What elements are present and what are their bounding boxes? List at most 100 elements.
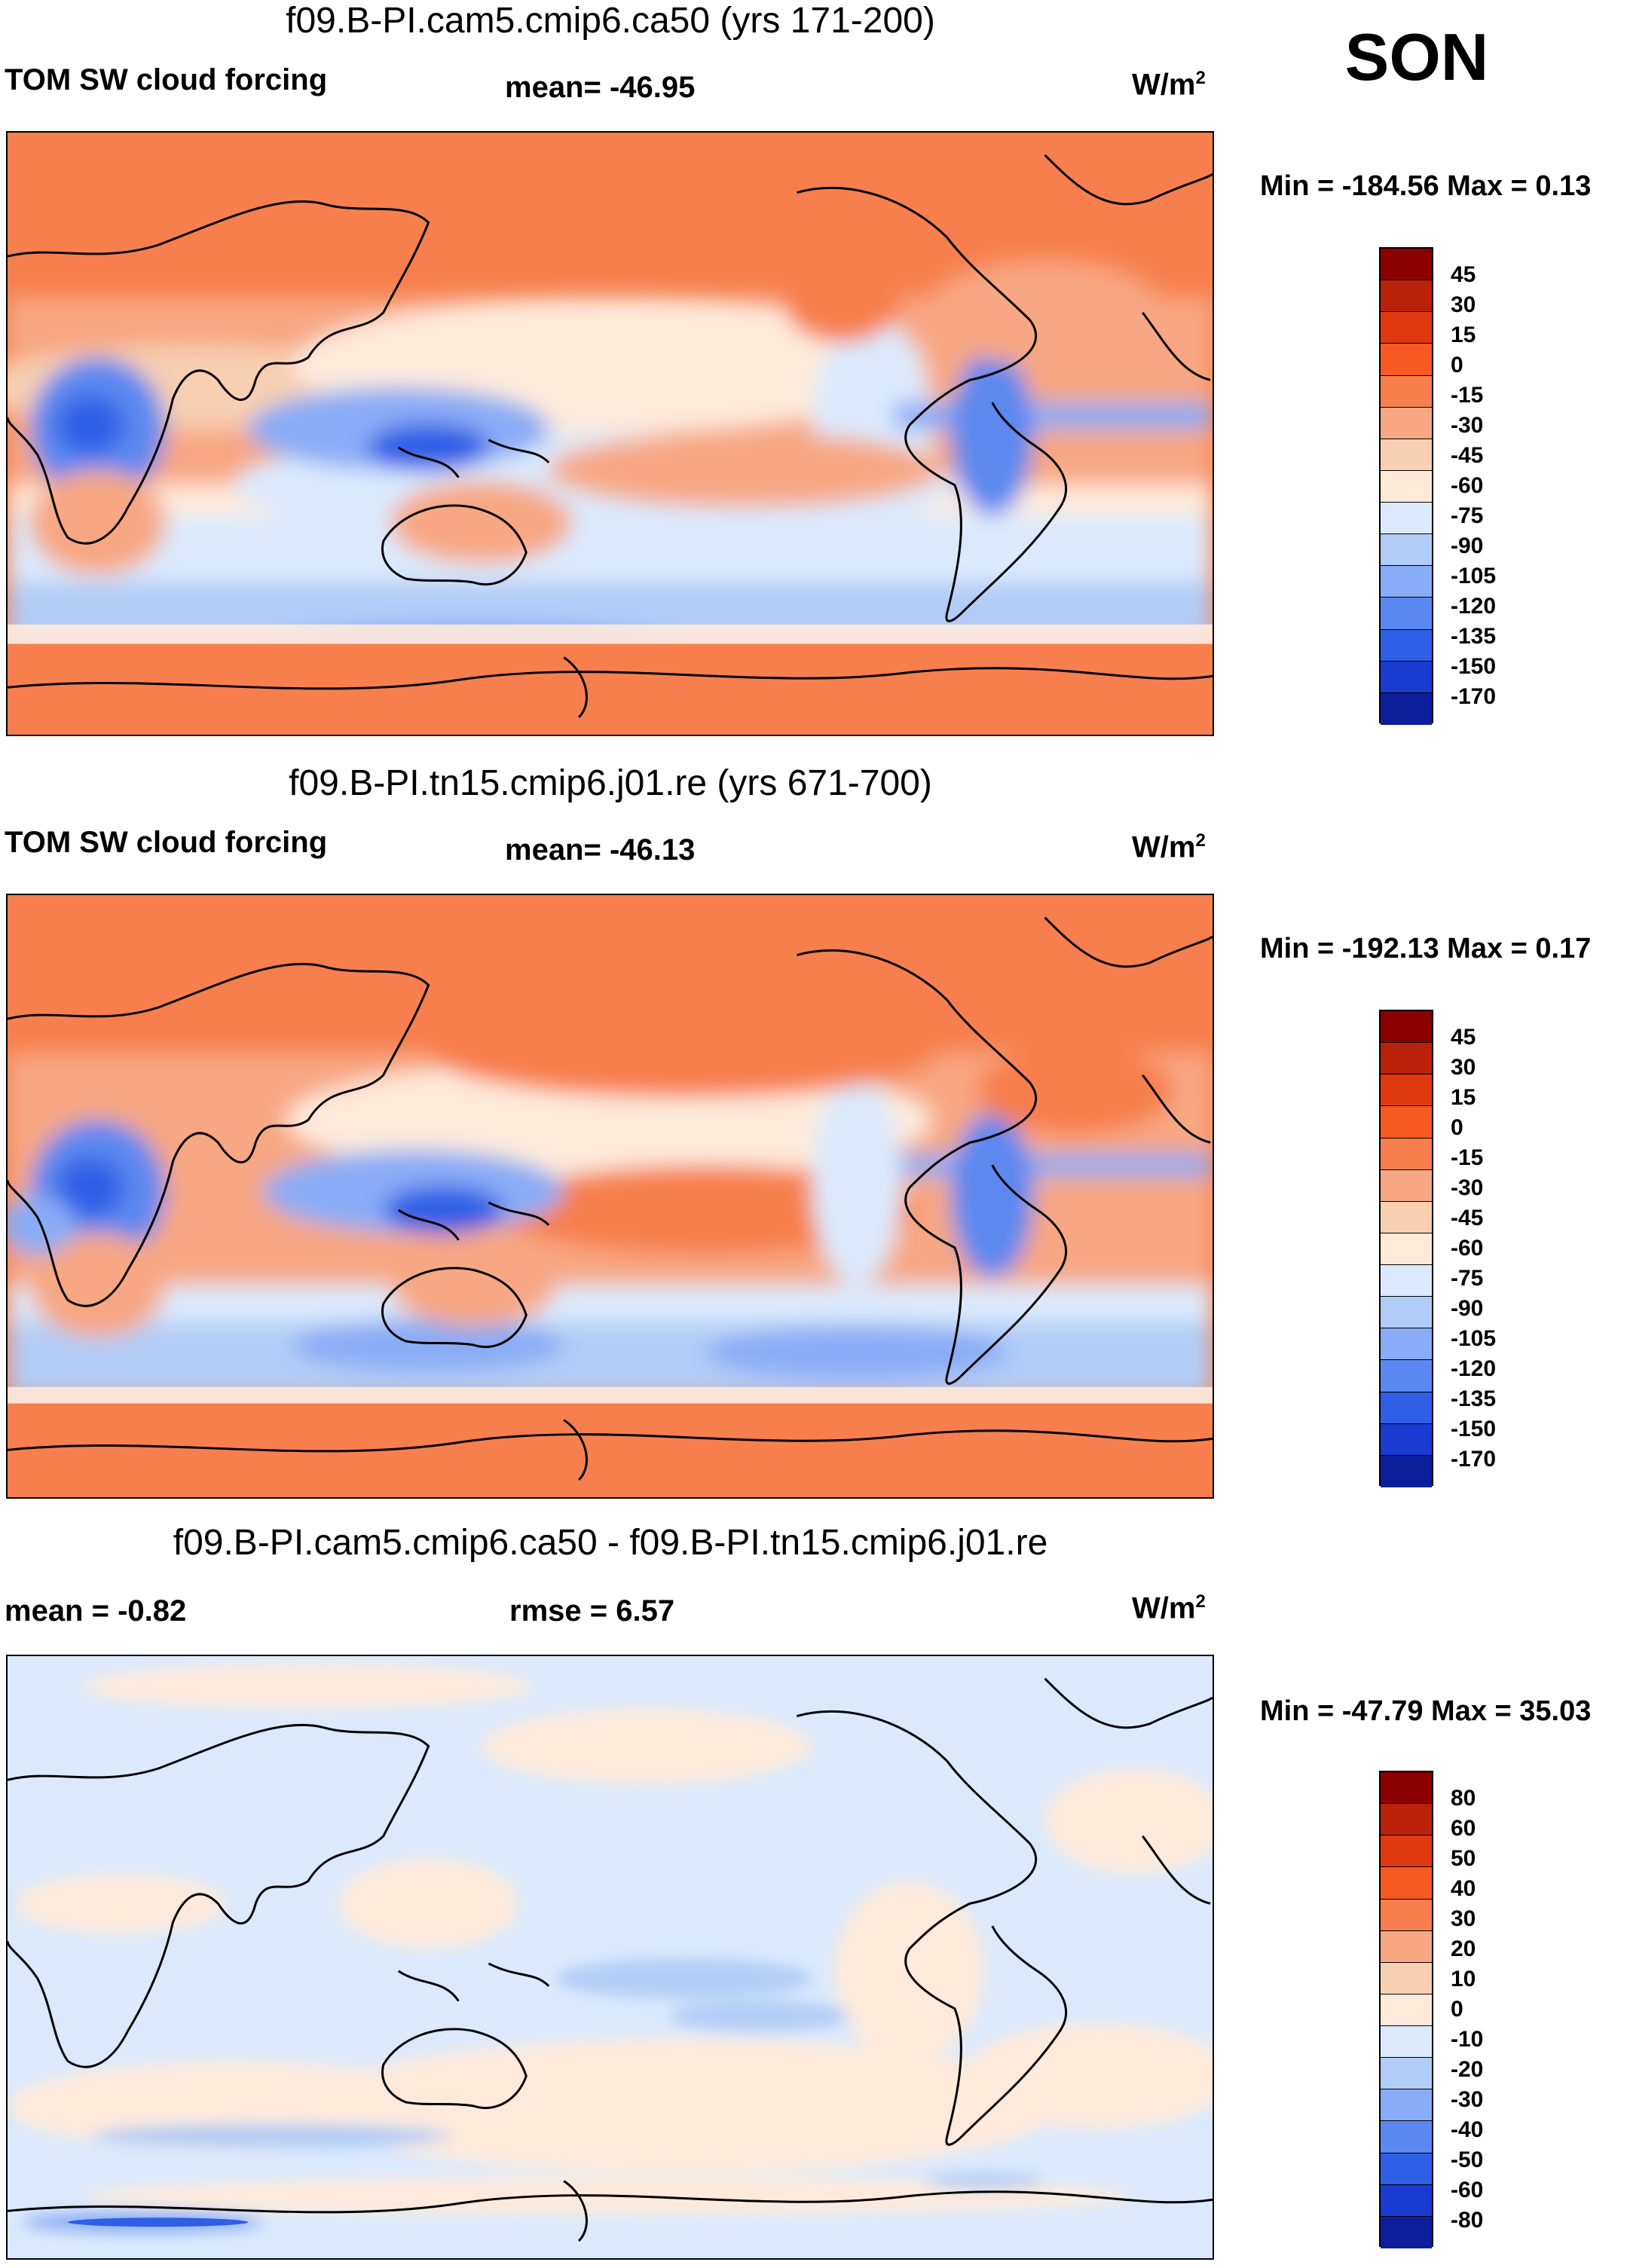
panel3-title: f09.B-PI.cam5.cmip6.ca50 - f09.B-PI.tn15… [173, 1523, 1048, 1563]
panel2-colorbar-swatch [1381, 1201, 1432, 1233]
panel3-units: W/m2 [1132, 1591, 1206, 1625]
panel2-minmax: Min = -192.13 Max = 0.17 [1260, 933, 1592, 964]
panel2-tick-label: 45 [1451, 1025, 1476, 1050]
panel3-tick-label: 20 [1451, 1936, 1476, 1961]
panel1-tick-label: -30 [1451, 413, 1484, 438]
panel2-colorbar-swatch [1381, 1265, 1432, 1298]
panel1-colorbar-swatch [1381, 629, 1432, 662]
panel2-tick-label: -75 [1451, 1266, 1484, 1291]
panel2-colorbar-swatch [1381, 1074, 1432, 1107]
panel2-colorbar-swatch [1381, 1423, 1432, 1456]
panel3-colorbar-swatch [1381, 1899, 1432, 1931]
panel2-tick-label: -135 [1451, 1386, 1497, 1411]
panel1-colorbar-swatch [1381, 344, 1432, 376]
panel2-tick-label: -170 [1451, 1447, 1497, 1472]
panel2-colorbar-swatch [1381, 1233, 1432, 1265]
panel3-tick-label: 0 [1451, 1997, 1463, 2022]
panel1-units: W/m2 [1132, 68, 1206, 102]
panel1-colorbar-swatch [1381, 566, 1432, 598]
panel3-tick-label: 60 [1451, 1816, 1476, 1841]
panel3-tick-label: 50 [1451, 1846, 1476, 1871]
panel3-tick-label: 80 [1451, 1786, 1476, 1811]
panel3-colorbar-swatch [1381, 1804, 1432, 1836]
panel1-tick-label: 30 [1451, 292, 1476, 317]
panel2-colorbar-swatch [1381, 1328, 1432, 1361]
panel2-map [6, 894, 1214, 1499]
panel2-tick-label: -150 [1451, 1417, 1497, 1441]
panel1-minmax: Min = -184.56 Max = 0.13 [1260, 170, 1592, 202]
panel2-colorbar-swatch [1381, 1392, 1432, 1424]
season-label: SON [1344, 20, 1489, 94]
panel1-contour-field [8, 133, 1213, 735]
panel3-colorbar-swatch [1381, 2026, 1432, 2059]
panel2-colorbar-swatch [1381, 1011, 1432, 1044]
panel1-left-label: TOM SW cloud forcing [5, 63, 328, 96]
panel1-colorbar-swatch [1381, 503, 1432, 535]
panel3-tick-label: -80 [1451, 2208, 1484, 2233]
panel2-colorbar-swatch [1381, 1455, 1432, 1487]
panel2-colorbar-swatch [1381, 1106, 1432, 1139]
panel3-tick-label: -10 [1451, 2027, 1484, 2052]
panel1-colorbar-swatch [1381, 407, 1432, 439]
panel2-tick-label: 15 [1451, 1085, 1476, 1110]
panel2-colorbar-swatch [1381, 1138, 1432, 1170]
panel1-tick-label: -60 [1451, 473, 1484, 498]
panel1-tick-label: -150 [1451, 654, 1497, 679]
panel2-colorbar-swatch [1381, 1360, 1432, 1392]
panel3-coastlines [8, 1677, 1213, 2242]
panel1-colorbar-swatch [1381, 439, 1432, 471]
panel2-colorbar-swatch [1381, 1297, 1432, 1329]
panel2-coastlines [8, 916, 1213, 1481]
panel3-rmse-label: rmse = 6.57 [509, 1594, 675, 1628]
panel2-tick-label: -45 [1451, 1206, 1484, 1230]
panel3-colorbar-swatch [1381, 1835, 1432, 1868]
panel1-tick-label: -90 [1451, 533, 1484, 558]
panel2-tick-label: -120 [1451, 1356, 1497, 1381]
panel1-mean-label: mean= -46.95 [505, 71, 696, 104]
panel1-colorbar-swatch [1381, 375, 1432, 408]
panel1-tick-label: -135 [1451, 624, 1497, 649]
panel2-left-label: TOM SW cloud forcing [5, 826, 328, 859]
panel3-colorbar-swatch [1381, 1772, 1432, 1805]
panel3-tick-label: 40 [1451, 1876, 1476, 1901]
panel3-map [6, 1655, 1214, 2260]
panel2-tick-label: -60 [1451, 1236, 1484, 1261]
panel1-colorbar-swatch [1381, 598, 1432, 630]
panel1-coastlines [8, 154, 1213, 719]
panel1-colorbar-swatch [1381, 661, 1432, 693]
panel3-tick-label: -30 [1451, 2087, 1484, 2112]
panel3-tick-label: -20 [1451, 2057, 1484, 2082]
panel3-colorbar [1379, 1771, 1433, 2248]
panel3-colorbar-swatch [1381, 2089, 1432, 2122]
panel2-tick-label: -15 [1451, 1145, 1484, 1170]
panel1-tick-label: -120 [1451, 594, 1497, 619]
panel2-tick-label: 0 [1451, 1115, 1463, 1140]
panel3-colorbar-swatch [1381, 1930, 1432, 1963]
panel3-colorbar-swatch [1381, 1867, 1432, 1900]
panel3-colorbar-swatch [1381, 2184, 1432, 2217]
panel1-tick-label: -75 [1451, 503, 1484, 528]
panel2-tick-label: -105 [1451, 1326, 1497, 1351]
panel2-title: f09.B-PI.tn15.cmip6.j01.re (yrs 671-700) [289, 763, 932, 803]
panel1-colorbar [1379, 247, 1433, 725]
panel3-tick-label: -40 [1451, 2117, 1484, 2142]
panel1-tick-label: 15 [1451, 322, 1476, 347]
panel1-colorbar-swatch [1381, 312, 1432, 344]
panel3-tick-label: 10 [1451, 1967, 1476, 1991]
panel1-tick-label: -170 [1451, 684, 1497, 709]
panel3-colorbar-swatch [1381, 2153, 1432, 2185]
panel1-colorbar-swatch [1381, 534, 1432, 567]
panel3-colorbar-swatch [1381, 2121, 1432, 2153]
panel2-mean-label: mean= -46.13 [505, 833, 696, 867]
panel1-map [6, 131, 1214, 736]
panel3-colorbar-swatch [1381, 2216, 1432, 2248]
panel2-colorbar-swatch [1381, 1043, 1432, 1075]
panel1-colorbar-swatch [1381, 692, 1432, 725]
panel3-contour-field [8, 1656, 1213, 2258]
panel3-colorbar-swatch [1381, 2058, 1432, 2090]
panel1-title: f09.B-PI.cam5.cmip6.ca50 (yrs 171-200) [286, 1, 935, 41]
panel3-tick-label: 30 [1451, 1906, 1476, 1931]
panel2-contour-field [8, 895, 1213, 1497]
panel1-colorbar-swatch [1381, 249, 1432, 281]
panel1-colorbar-swatch [1381, 280, 1432, 313]
